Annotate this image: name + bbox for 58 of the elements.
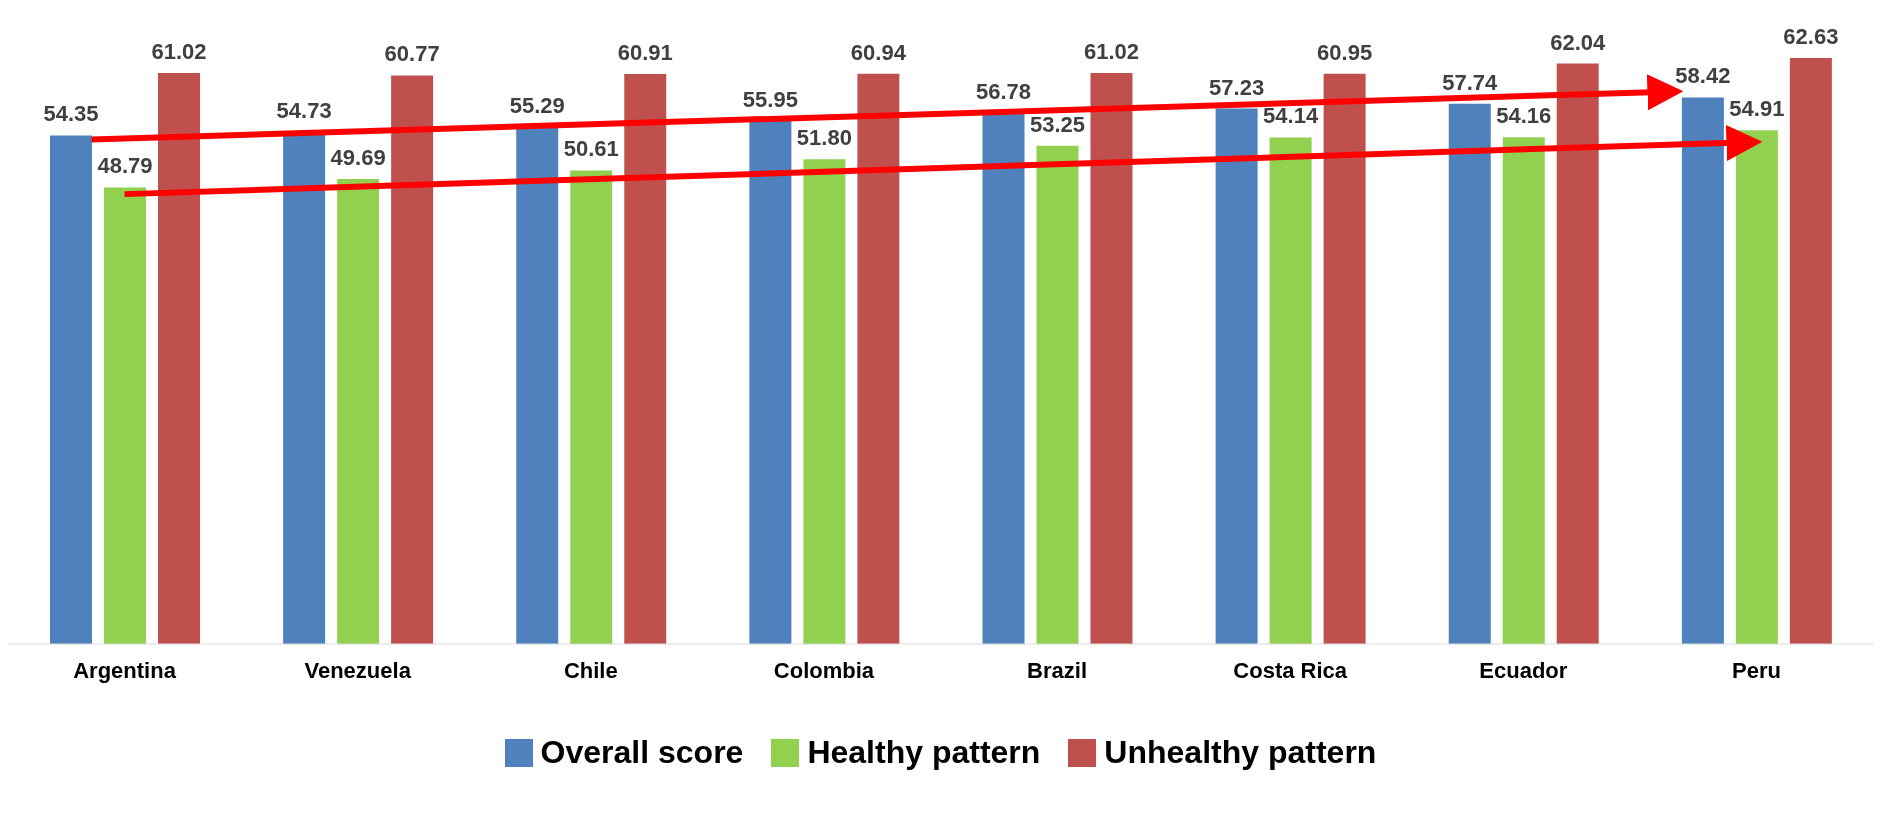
data-label: 54.35 (43, 101, 99, 127)
bar (1556, 63, 1599, 644)
legend-label: Overall score (540, 734, 744, 771)
data-label: 51.80 (796, 125, 852, 151)
data-label: 53.25 (1029, 111, 1086, 137)
data-label: 55.29 (509, 92, 565, 118)
bar (1090, 73, 1133, 644)
bar (1323, 73, 1366, 644)
data-label: 50.61 (563, 136, 619, 162)
bar (1036, 145, 1079, 644)
bar (158, 73, 200, 644)
bar (1502, 137, 1545, 644)
x-tick-label: Argentina (73, 657, 177, 683)
data-label: 62.63 (1783, 24, 1839, 49)
bar (982, 112, 1025, 644)
bar (104, 187, 146, 644)
x-tick-label: Costa Rica (1233, 657, 1348, 683)
bar (749, 120, 792, 644)
legend-label: Unhealthy pattern (1104, 734, 1377, 771)
bar (624, 74, 667, 644)
bar (1215, 108, 1258, 644)
data-label: 54.14 (1263, 103, 1319, 129)
bar (1735, 130, 1778, 644)
bar (1789, 58, 1832, 644)
data-label: 57.74 (1442, 69, 1499, 95)
bar (337, 179, 380, 644)
x-tick-label: Brazil (1027, 657, 1088, 683)
bar (1681, 97, 1724, 644)
bar (803, 159, 846, 644)
bar (1448, 103, 1491, 644)
bar (570, 170, 613, 644)
data-label: 49.69 (330, 145, 386, 171)
data-label: 60.91 (617, 40, 673, 66)
data-label: 62.04 (1550, 29, 1607, 55)
data-label: 54.16 (1496, 103, 1552, 129)
data-label: 61.02 (151, 39, 207, 65)
x-tick-label: Colombia (773, 657, 875, 683)
bar (50, 135, 92, 644)
data-label: 60.95 (1317, 39, 1373, 65)
data-label: 60.94 (850, 39, 907, 65)
bar (1269, 137, 1312, 644)
bar (516, 126, 559, 644)
data-label: 54.73 (276, 97, 332, 123)
x-tick-label: Venezuela (304, 657, 412, 683)
data-label: 56.78 (975, 78, 1032, 104)
data-label: 55.95 (742, 86, 798, 112)
bar (391, 75, 434, 644)
bar (857, 73, 900, 644)
data-label: 54.91 (1729, 96, 1785, 122)
legend-label: Healthy pattern (807, 734, 1041, 771)
data-label: 58.42 (1675, 63, 1731, 89)
x-tick-label: Ecuador (1479, 657, 1568, 683)
x-tick-label: Peru (1731, 657, 1781, 683)
data-label: 60.77 (384, 41, 440, 67)
data-label: 61.02 (1083, 39, 1140, 65)
x-tick-label: Chile (563, 657, 618, 683)
data-label: 48.79 (97, 153, 153, 179)
data-label: 57.23 (1209, 74, 1265, 100)
